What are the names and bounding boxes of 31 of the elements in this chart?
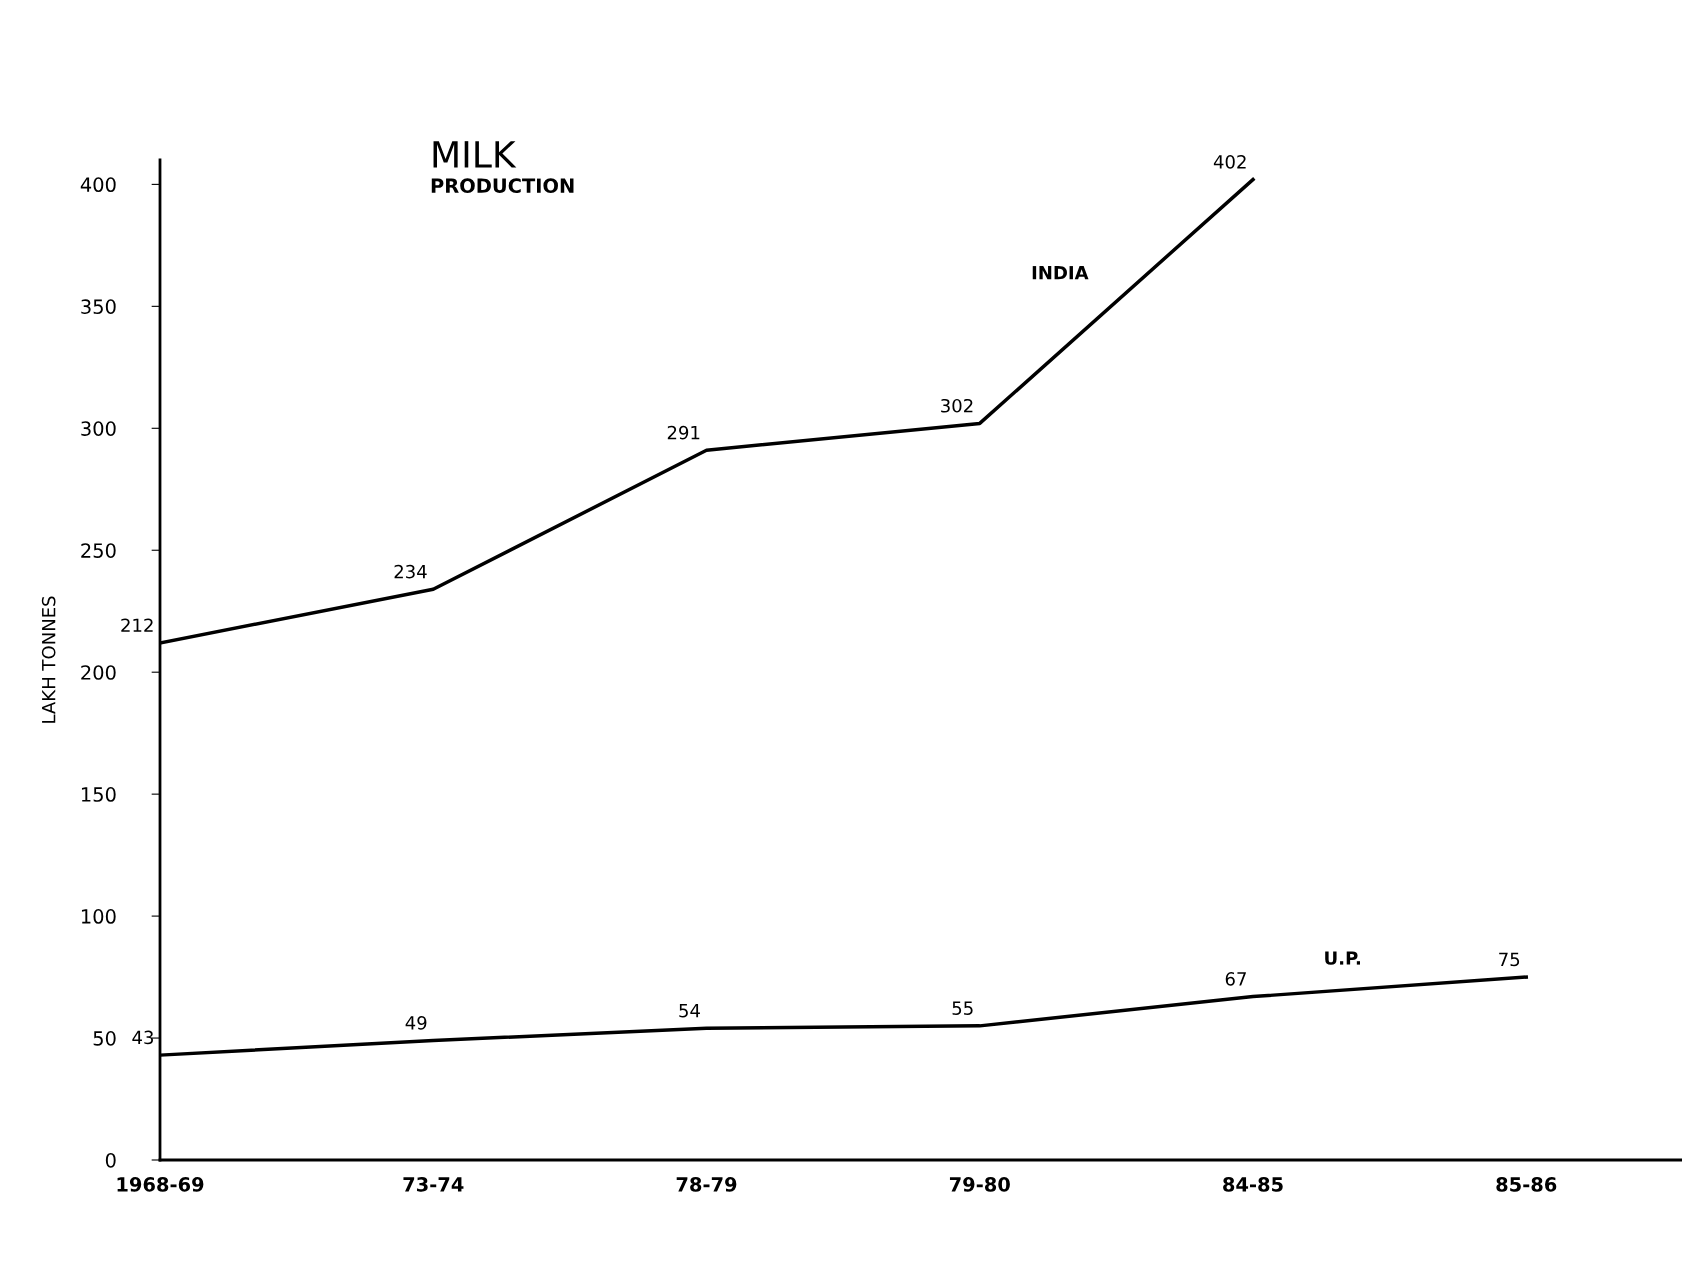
data-label: 55 [952, 1001, 973, 1015]
y-tick-label: 100 [81, 909, 116, 924]
data-label: 67 [1225, 972, 1246, 986]
y-tick-label: 0 [105, 1152, 116, 1168]
text: PRODUCTION [431, 178, 574, 194]
x-tick-label: 84-85 [1223, 1177, 1283, 1192]
x-tick-label: 85-86 [1496, 1177, 1557, 1192]
x-tick-label: 73-74 [403, 1177, 464, 1192]
y-tick-label: 300 [81, 421, 116, 436]
data-label: 212 [121, 618, 153, 632]
data-label: 234 [394, 564, 427, 579]
data-label: 302 [941, 398, 973, 413]
y-tick-label: 150 [81, 787, 116, 802]
chart-title: MILK [433, 141, 517, 168]
data-label: 54 [679, 1004, 700, 1018]
x-tick-label: 78-79 [676, 1177, 737, 1192]
data-label: 402 [1213, 155, 1246, 169]
x-tick-label: 79-80 [949, 1177, 1010, 1192]
data-label: 75 [1499, 952, 1520, 967]
x-tick-label: 1968-69 [117, 1177, 204, 1192]
y-tick-label: 250 [81, 543, 116, 558]
y-axis-title: LAKH TONNES [41, 596, 56, 723]
y-tick-label: 350 [81, 299, 116, 315]
y-tick-label: 400 [80, 177, 116, 193]
data-label: 43 [132, 1030, 153, 1045]
series-label: INDIA [1032, 266, 1089, 280]
series-label: U.P. [1325, 951, 1360, 965]
data-label: 291 [667, 425, 700, 440]
y-tick-label: 50 [93, 1031, 116, 1046]
y-tick-label: 200 [81, 665, 116, 680]
data-label: 49 [405, 1015, 427, 1030]
